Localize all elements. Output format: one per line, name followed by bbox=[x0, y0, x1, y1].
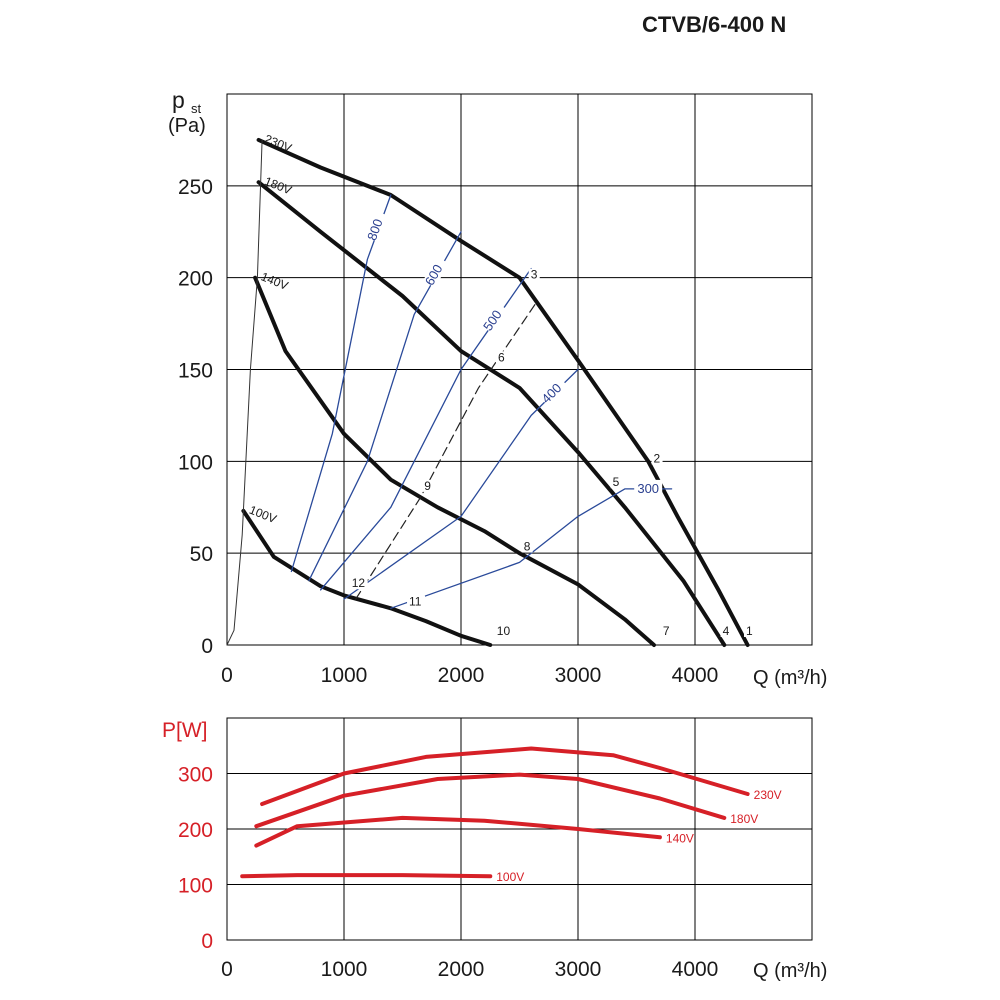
operating-point-label: 3 bbox=[531, 268, 538, 282]
x-tick-label: 2000 bbox=[438, 664, 485, 687]
iso-label-bg bbox=[365, 210, 389, 243]
y-tick-label: 250 bbox=[178, 176, 213, 199]
operating-point-label: 9 bbox=[424, 479, 431, 493]
y-axis-label-sub: st bbox=[191, 101, 202, 116]
x-tick-label: 3000 bbox=[555, 664, 602, 687]
x-axis-label: Q (m³/h) bbox=[753, 667, 827, 689]
chart-title: CTVB/6-400 N bbox=[642, 12, 787, 37]
iso-label-bg bbox=[480, 302, 509, 334]
iso-line-label: 300 bbox=[637, 481, 659, 496]
y-tick-label: 0 bbox=[201, 635, 213, 658]
x-tick-label: 3000 bbox=[555, 958, 602, 981]
power-curves bbox=[240, 746, 750, 879]
y-axis-label: P[W] bbox=[162, 719, 208, 742]
point-label-bg bbox=[521, 540, 533, 553]
curve-fan-140V bbox=[253, 275, 656, 647]
power-curve-label: 230V bbox=[754, 788, 782, 802]
fan-curve-label: 180V bbox=[262, 174, 293, 197]
y-tick-label: 200 bbox=[178, 268, 213, 291]
x-tick-label: 1000 bbox=[321, 958, 368, 981]
x-tick-label: 4000 bbox=[672, 664, 719, 687]
operating-point-label: 8 bbox=[524, 539, 531, 553]
power-curve-label: 180V bbox=[730, 812, 758, 826]
x-tick-label: 0 bbox=[221, 664, 233, 687]
point-label-bg bbox=[422, 479, 434, 492]
operating-point-label: 6 bbox=[498, 350, 505, 364]
iso-label-bg bbox=[634, 479, 663, 494]
curve-fan-180V bbox=[256, 180, 727, 647]
y-axis-label: p bbox=[172, 87, 185, 113]
operating-point-label: 11 bbox=[409, 595, 422, 609]
power-curve-180V bbox=[254, 772, 727, 829]
operating-point-label: 10 bbox=[497, 624, 511, 638]
point-label-bg bbox=[610, 476, 622, 489]
point-label-bg bbox=[743, 624, 755, 637]
point-label-bg bbox=[349, 577, 368, 590]
x-tick-label: 0 bbox=[221, 958, 233, 981]
y-tick-label: 50 bbox=[190, 543, 213, 566]
operating-point-label: 12 bbox=[352, 576, 366, 590]
power-grid: 0 1000 2000 3000 4000 0 100 200 300 P[W] Q (m³/h) bbox=[162, 717, 827, 982]
curve-system-origin bbox=[226, 139, 263, 646]
fan-curve-label: 140V bbox=[259, 269, 290, 292]
power-curve-140V bbox=[254, 815, 662, 848]
x-axis-label: Q (m³/h) bbox=[753, 960, 827, 982]
y-tick-label: 0 bbox=[201, 930, 213, 953]
power-curve-230V bbox=[260, 746, 750, 806]
pressure-curves bbox=[226, 137, 750, 647]
x-tick-label: 1000 bbox=[321, 664, 368, 687]
point-label-bg bbox=[720, 624, 732, 637]
point-label-bg bbox=[528, 268, 540, 281]
operating-point-label: 5 bbox=[613, 475, 620, 489]
curve-system bbox=[355, 300, 538, 600]
operating-point-label: 4 bbox=[723, 624, 730, 638]
curve-fan-100V bbox=[241, 508, 493, 647]
pressure-labels: 230V180V140V100V800600500400300123456789… bbox=[247, 132, 755, 638]
operating-point-label: 2 bbox=[654, 451, 661, 465]
iso-label-bg bbox=[538, 376, 569, 406]
point-label-bg bbox=[660, 624, 672, 637]
power-labels: 230V 180V 140V 100V bbox=[496, 788, 781, 884]
y-axis-unit: (Pa) bbox=[168, 115, 206, 137]
iso-label-bg bbox=[422, 256, 449, 288]
curve-fan-230V bbox=[256, 137, 750, 647]
y-tick-label: 200 bbox=[178, 819, 213, 842]
y-tick-label: 300 bbox=[178, 764, 213, 787]
x-tick-label: 4000 bbox=[672, 958, 719, 981]
operating-point-label: 1 bbox=[746, 624, 753, 638]
power-curve-100V bbox=[240, 873, 493, 879]
point-label-bg bbox=[651, 452, 663, 465]
x-tick-label: 2000 bbox=[438, 958, 485, 981]
power-curve-label: 140V bbox=[666, 831, 694, 845]
power-curve-label: 100V bbox=[496, 870, 524, 884]
y-tick-label: 100 bbox=[178, 451, 213, 474]
y-tick-label: 150 bbox=[178, 360, 213, 383]
iso-line-label: 800 bbox=[364, 217, 386, 243]
point-label-bg bbox=[494, 624, 513, 637]
point-label-bg bbox=[495, 351, 507, 364]
operating-point-label: 7 bbox=[663, 624, 670, 638]
y-tick-label: 100 bbox=[178, 875, 213, 898]
point-label-bg bbox=[407, 595, 426, 608]
fan-curve-label: 230V bbox=[262, 132, 293, 155]
pressure-grid: 0 1000 2000 3000 4000 0 50 100 150 200 250 p st(Pa) Q… bbox=[168, 87, 827, 689]
